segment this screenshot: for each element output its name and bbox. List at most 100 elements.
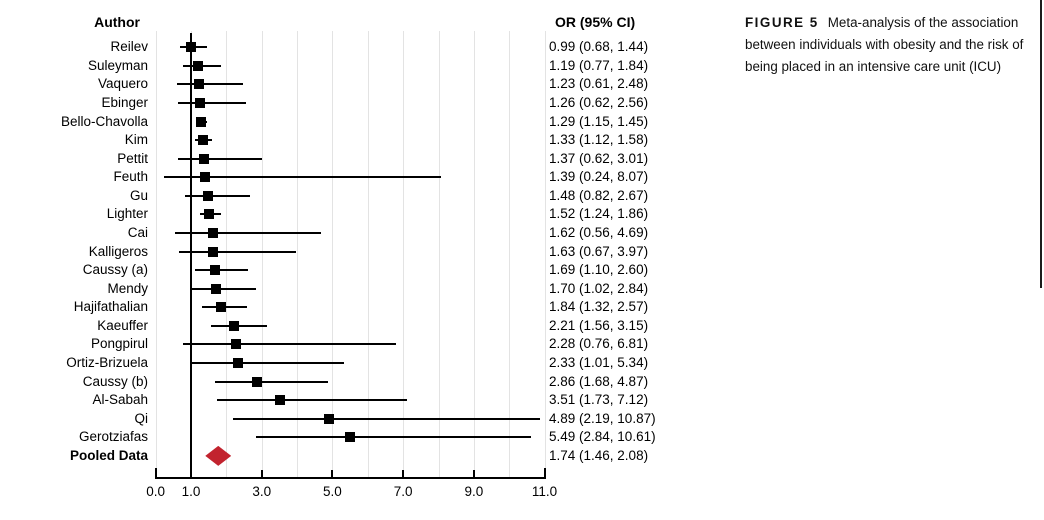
ci-line [215, 380, 328, 383]
or-value-label: 1.26 (0.62, 2.56) [549, 95, 649, 110]
x-axis-tick-label: 5.0 [323, 484, 342, 499]
x-axis-tick [260, 470, 263, 477]
or-column-header: OR (95% CI) [555, 14, 636, 30]
author-label: Feuth [113, 169, 148, 185]
author-label: Ortiz-Brizuela [66, 354, 148, 370]
x-axis-tick-label: 0.0 [146, 484, 166, 499]
or-value-label: 5.49 (2.84, 10.61) [549, 429, 656, 445]
plot-gridline [473, 31, 475, 477]
author-label: Suleyman [87, 57, 148, 73]
or-marker [323, 413, 334, 424]
or-marker [192, 60, 203, 71]
or-marker [196, 116, 207, 127]
plot-gridline [509, 31, 511, 477]
plot-gridline [155, 31, 157, 477]
plot-gridline [438, 31, 440, 477]
or-marker [231, 339, 242, 350]
or-value-label: 1.48 (0.82, 2.67) [549, 187, 649, 203]
ci-line [256, 436, 531, 439]
pooled-diamond [205, 445, 232, 466]
ci-line [175, 232, 322, 234]
ci-line [182, 343, 397, 346]
figure-caption-text: Meta-analysis of the association between… [745, 15, 1024, 74]
plot-gridline [261, 31, 263, 477]
or-marker [199, 172, 210, 183]
or-marker [195, 98, 206, 108]
plot-gridline [544, 31, 546, 477]
ci-line [191, 287, 257, 290]
author-label: Ebinger [101, 95, 148, 110]
author-label: Qi [134, 410, 149, 426]
or-value-label: 1.33 (1.12, 1.58) [549, 132, 649, 148]
or-value-label: 1.69 (1.10, 2.60) [549, 262, 649, 278]
or-value-label: 1.70 (1.02, 2.84) [549, 280, 649, 296]
author-label: Hajifathalian [73, 299, 148, 315]
or-marker [251, 376, 262, 387]
or-value-label: 2.33 (1.01, 5.34) [549, 354, 649, 370]
x-axis-tick-label: 1.0 [181, 484, 201, 499]
or-value-label: 4.89 (2.19, 10.87) [549, 410, 656, 426]
or-value-label: 1.74 (1.46, 2.08) [549, 447, 649, 463]
author-label: Mendy [107, 280, 148, 296]
ci-line [177, 83, 244, 86]
author-column-header: Author [94, 14, 140, 30]
or-value-label: 1.84 (1.32, 2.57) [549, 299, 649, 315]
author-label: Gerotziafas [78, 429, 148, 445]
author-label: Pettit [117, 150, 148, 166]
or-marker [228, 320, 239, 331]
plot-gridline [297, 31, 299, 477]
author-label: Caussy (b) [82, 373, 148, 389]
or-value-label: 1.62 (0.56, 4.69) [549, 225, 649, 240]
x-axis-tick-label: 3.0 [252, 484, 272, 499]
author-label: Al-Sabah [92, 392, 148, 408]
ci-line [194, 269, 248, 272]
or-value-label: 1.29 (1.15, 1.45) [549, 113, 649, 129]
x-axis-tick [402, 470, 405, 477]
or-value-label: 1.52 (1.24, 1.86) [549, 206, 649, 222]
ci-line [210, 324, 268, 327]
x-axis-tick [154, 468, 157, 477]
author-label: Kaeuffer [97, 317, 148, 333]
or-marker [185, 42, 196, 53]
x-axis-tick-label: 7.0 [393, 484, 413, 499]
ci-line [179, 250, 297, 253]
x-axis-tick-label: 9.0 [464, 484, 484, 499]
x-axis-tick [472, 470, 475, 477]
or-marker [199, 153, 210, 164]
or-marker [210, 283, 221, 294]
x-axis-line [154, 477, 546, 479]
x-axis-tick [190, 470, 193, 477]
or-marker [208, 246, 219, 257]
or-value-label: 1.63 (0.67, 3.97) [549, 243, 649, 259]
or-marker [215, 302, 226, 313]
or-marker [344, 432, 355, 443]
ci-line [233, 417, 540, 420]
or-marker [233, 357, 244, 368]
or-marker [204, 209, 215, 220]
ci-line [191, 361, 345, 364]
or-value-label: 2.86 (1.68, 4.87) [549, 373, 649, 389]
or-value-label: 1.39 (0.24, 8.07) [549, 169, 649, 185]
null-effect-line [190, 33, 192, 477]
author-label: Cai [127, 225, 148, 240]
or-value-label: 1.19 (0.77, 1.84) [549, 57, 649, 73]
author-label: Lighter [106, 206, 148, 222]
or-value-label: 0.99 (0.68, 1.44) [549, 39, 649, 55]
author-label: Reilev [110, 39, 148, 55]
figure-caption: FIGURE 5 Meta-analysis of the association… [745, 12, 1043, 78]
figure-caption-label: FIGURE 5 [745, 15, 819, 30]
author-label: Kalligeros [88, 243, 148, 259]
ci-line [177, 157, 263, 160]
author-label: Vaquero [97, 76, 148, 92]
or-value-label: 1.23 (0.61, 2.48) [549, 76, 649, 92]
author-label: Pongpirul [90, 336, 148, 352]
plot-gridline [367, 31, 369, 477]
page-column-divider [1040, 0, 1042, 288]
author-label: Kim [124, 132, 148, 148]
or-value-label: 2.28 (0.76, 6.81) [549, 336, 649, 352]
plot-gridline [403, 31, 405, 477]
or-value-label: 2.21 (1.56, 3.15) [549, 317, 649, 333]
x-axis-tick [331, 470, 334, 477]
or-marker [274, 395, 285, 406]
